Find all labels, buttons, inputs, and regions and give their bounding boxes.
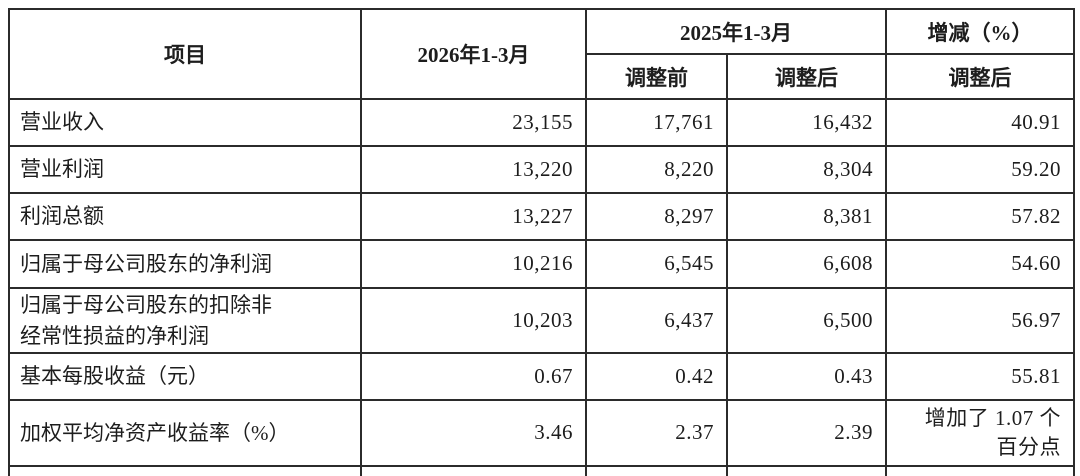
value-2025-before: 17,761: [585, 98, 728, 147]
value-change: 59.20: [885, 145, 1075, 194]
partial-cell: [885, 465, 1075, 476]
value-change: 57.82: [885, 192, 1075, 241]
value-change: 增加了 1.07 个 百分点: [885, 399, 1075, 467]
value-2025-before: 2.37: [585, 399, 728, 467]
value-2026: 13,227: [360, 192, 587, 241]
table-row-total-profit: 利润总额 13,227 8,297 8,381 57.82: [8, 192, 1075, 241]
row-label: 营业收入: [8, 98, 362, 147]
value-2025-after: 16,432: [726, 98, 887, 147]
table-row-basic-eps: 基本每股收益（元） 0.67 0.42 0.43 55.81: [8, 352, 1075, 401]
partial-cell: [8, 465, 362, 476]
value-change: 54.60: [885, 239, 1075, 289]
value-2026: 10,216: [360, 239, 587, 289]
value-2025-before: 8,297: [585, 192, 728, 241]
header-row-sub: 调整前 调整后 调整后: [9, 53, 1075, 100]
value-change: 56.97: [885, 287, 1075, 354]
value-2025-after: 6,500: [726, 287, 887, 354]
header-adjusted-after: 调整后: [726, 53, 887, 100]
value-2025-before: 8,220: [585, 145, 728, 194]
value-2025-after: 8,381: [726, 192, 887, 241]
row-label: 营业利润: [8, 145, 362, 194]
row-label: 归属于母公司股东的净利润: [8, 239, 362, 289]
value-2025-after: 6,608: [726, 239, 887, 289]
value-2025-before: 6,437: [585, 287, 728, 354]
value-2025-after: 8,304: [726, 145, 887, 194]
value-2025-before: 0.42: [585, 352, 728, 401]
partial-cell: [585, 465, 728, 476]
row-label: 归属于母公司股东的扣除非 经常性损益的净利润: [8, 287, 362, 354]
value-change: 55.81: [885, 352, 1075, 401]
table-row-weighted-avg-roe: 加权平均净资产收益率（%） 3.46 2.37 2.39 增加了 1.07 个 …: [8, 399, 1075, 467]
value-2026: 10,203: [360, 287, 587, 354]
value-2025-after: 2.39: [726, 399, 887, 467]
row-label: 加权平均净资产收益率（%）: [8, 399, 362, 467]
table-row-net-profit-excl-nonrecurring: 归属于母公司股东的扣除非 经常性损益的净利润 10,203 6,437 6,50…: [8, 287, 1075, 354]
value-change: 40.91: [885, 98, 1075, 147]
value-2026: 13,220: [360, 145, 587, 194]
partial-cell: [360, 465, 587, 476]
value-2025-before: 6,545: [585, 239, 728, 289]
value-2026: 0.67: [360, 352, 587, 401]
header-item: 项目: [8, 8, 362, 100]
row-label: 基本每股收益（元）: [8, 352, 362, 401]
partial-cell: [726, 465, 887, 476]
header-change-adjusted-after: 调整后: [885, 53, 1075, 100]
table-row-operating-revenue: 营业收入 23,155 17,761 16,432 40.91: [8, 98, 1075, 147]
value-2025-after: 0.43: [726, 352, 887, 401]
financial-summary-table: 项目 2026年1-3月 2025年1-3月 增减（%） 调整前 调整后 调整后…: [8, 8, 1075, 476]
value-2026: 3.46: [360, 399, 587, 467]
header-period-2025-group: 2025年1-3月: [585, 8, 887, 55]
header-period-2026: 2026年1-3月: [360, 8, 587, 100]
table-row-net-profit-parent: 归属于母公司股东的净利润 10,216 6,545 6,608 54.60: [8, 239, 1075, 289]
value-2026: 23,155: [360, 98, 587, 147]
header-change-group: 增减（%）: [885, 8, 1075, 55]
table-row-operating-profit: 营业利润 13,220 8,220 8,304 59.20: [8, 145, 1075, 194]
header-adjusted-before: 调整前: [585, 53, 728, 100]
partial-next-row: [8, 465, 1075, 476]
row-label: 利润总额: [8, 192, 362, 241]
header-row-top: 项目 2026年1-3月 2025年1-3月 增减（%）: [8, 8, 1075, 100]
